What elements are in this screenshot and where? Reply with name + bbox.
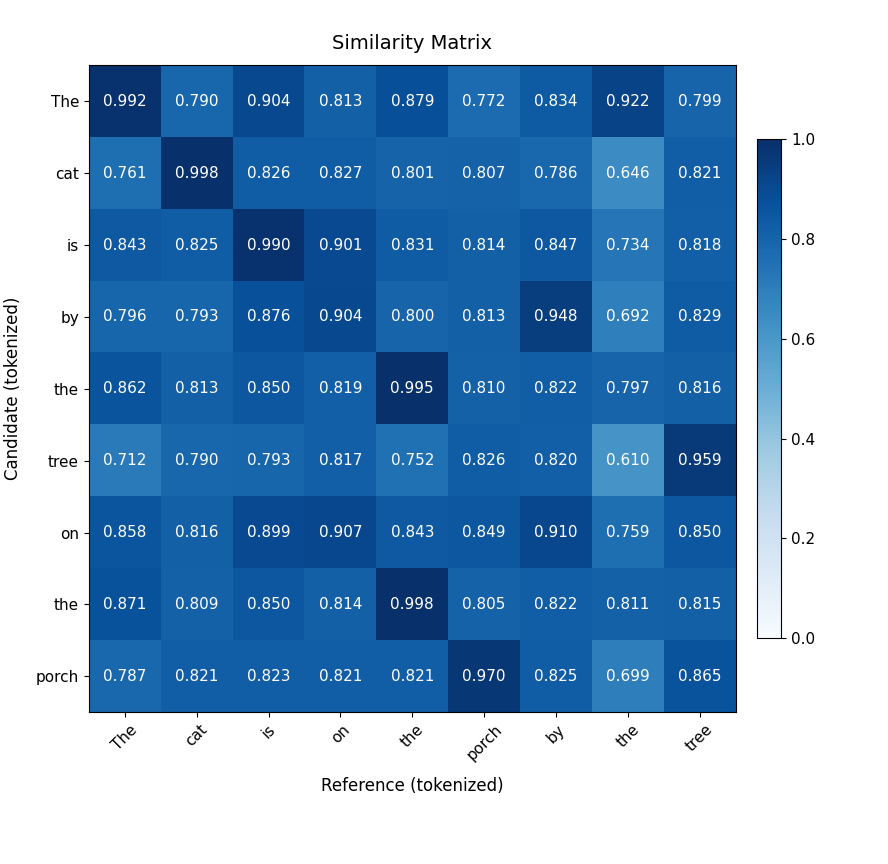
Text: 0.826: 0.826	[247, 166, 290, 181]
Text: 0.821: 0.821	[175, 669, 218, 683]
Text: 0.995: 0.995	[391, 381, 434, 397]
Text: 0.759: 0.759	[607, 525, 650, 540]
Y-axis label: Candidate (tokenized): Candidate (tokenized)	[4, 297, 22, 480]
Text: 0.692: 0.692	[607, 309, 650, 324]
Text: 0.805: 0.805	[463, 597, 506, 612]
Text: 0.834: 0.834	[535, 94, 578, 109]
Text: 0.801: 0.801	[391, 166, 434, 181]
Text: 0.734: 0.734	[607, 238, 650, 252]
Text: 0.847: 0.847	[535, 238, 578, 252]
Text: 0.843: 0.843	[391, 525, 434, 540]
Text: 0.825: 0.825	[175, 238, 218, 252]
X-axis label: Reference (tokenized): Reference (tokenized)	[321, 777, 503, 795]
Text: 0.827: 0.827	[319, 166, 362, 181]
Text: 0.907: 0.907	[319, 525, 362, 540]
Title: Similarity Matrix: Similarity Matrix	[332, 34, 492, 53]
Text: 0.904: 0.904	[319, 309, 362, 324]
Text: 0.843: 0.843	[103, 238, 147, 252]
Text: 0.862: 0.862	[103, 381, 147, 397]
Text: 0.820: 0.820	[535, 454, 578, 468]
Text: 0.871: 0.871	[103, 597, 147, 612]
Text: 0.813: 0.813	[319, 94, 362, 109]
Text: 0.992: 0.992	[103, 94, 147, 109]
Text: 0.899: 0.899	[247, 525, 290, 540]
Text: 0.712: 0.712	[103, 454, 147, 468]
Text: 0.825: 0.825	[535, 669, 578, 683]
Text: 0.959: 0.959	[678, 454, 722, 468]
Text: 0.797: 0.797	[607, 381, 650, 397]
Text: 0.948: 0.948	[535, 309, 578, 324]
Text: 0.793: 0.793	[247, 454, 290, 468]
Text: 0.814: 0.814	[463, 238, 506, 252]
Text: 0.822: 0.822	[535, 381, 578, 397]
Text: 0.901: 0.901	[319, 238, 362, 252]
Text: 0.799: 0.799	[678, 94, 722, 109]
Text: 0.810: 0.810	[463, 381, 506, 397]
Text: 0.786: 0.786	[535, 166, 578, 181]
Text: 0.772: 0.772	[463, 94, 506, 109]
Text: 0.821: 0.821	[678, 166, 721, 181]
Text: 0.970: 0.970	[463, 669, 506, 683]
Text: 0.858: 0.858	[103, 525, 147, 540]
Text: 0.646: 0.646	[607, 166, 650, 181]
Text: 0.998: 0.998	[391, 597, 434, 612]
Text: 0.990: 0.990	[247, 238, 290, 252]
Text: 0.865: 0.865	[678, 669, 722, 683]
Text: 0.811: 0.811	[607, 597, 650, 612]
Text: 0.821: 0.821	[391, 669, 434, 683]
Text: 0.761: 0.761	[103, 166, 147, 181]
Text: 0.823: 0.823	[247, 669, 290, 683]
Text: 0.821: 0.821	[319, 669, 362, 683]
Text: 0.850: 0.850	[247, 381, 290, 397]
Text: 0.809: 0.809	[175, 597, 218, 612]
Text: 0.813: 0.813	[175, 381, 218, 397]
Text: 0.819: 0.819	[319, 381, 362, 397]
Text: 0.817: 0.817	[319, 454, 362, 468]
Text: 0.790: 0.790	[175, 454, 218, 468]
Text: 0.790: 0.790	[175, 94, 218, 109]
Text: 0.850: 0.850	[247, 597, 290, 612]
Text: 0.752: 0.752	[391, 454, 434, 468]
Text: 0.796: 0.796	[103, 309, 147, 324]
Text: 0.800: 0.800	[391, 309, 434, 324]
Text: 0.816: 0.816	[678, 381, 722, 397]
Text: 0.831: 0.831	[391, 238, 434, 252]
Text: 0.816: 0.816	[175, 525, 218, 540]
Text: 0.822: 0.822	[535, 597, 578, 612]
Text: 0.814: 0.814	[319, 597, 362, 612]
Text: 0.998: 0.998	[175, 166, 218, 181]
Text: 0.787: 0.787	[103, 669, 147, 683]
Text: 0.850: 0.850	[678, 525, 721, 540]
Text: 0.829: 0.829	[678, 309, 722, 324]
Text: 0.699: 0.699	[606, 669, 650, 683]
Text: 0.876: 0.876	[247, 309, 290, 324]
Text: 0.815: 0.815	[678, 597, 721, 612]
Text: 0.922: 0.922	[607, 94, 650, 109]
Text: 0.793: 0.793	[175, 309, 218, 324]
Text: 0.818: 0.818	[678, 238, 721, 252]
Text: 0.879: 0.879	[391, 94, 434, 109]
Text: 0.849: 0.849	[463, 525, 506, 540]
Text: 0.826: 0.826	[463, 454, 506, 468]
Text: 0.610: 0.610	[607, 454, 650, 468]
Text: 0.904: 0.904	[247, 94, 290, 109]
Text: 0.813: 0.813	[463, 309, 506, 324]
Text: 0.910: 0.910	[535, 525, 578, 540]
Text: 0.807: 0.807	[463, 166, 506, 181]
